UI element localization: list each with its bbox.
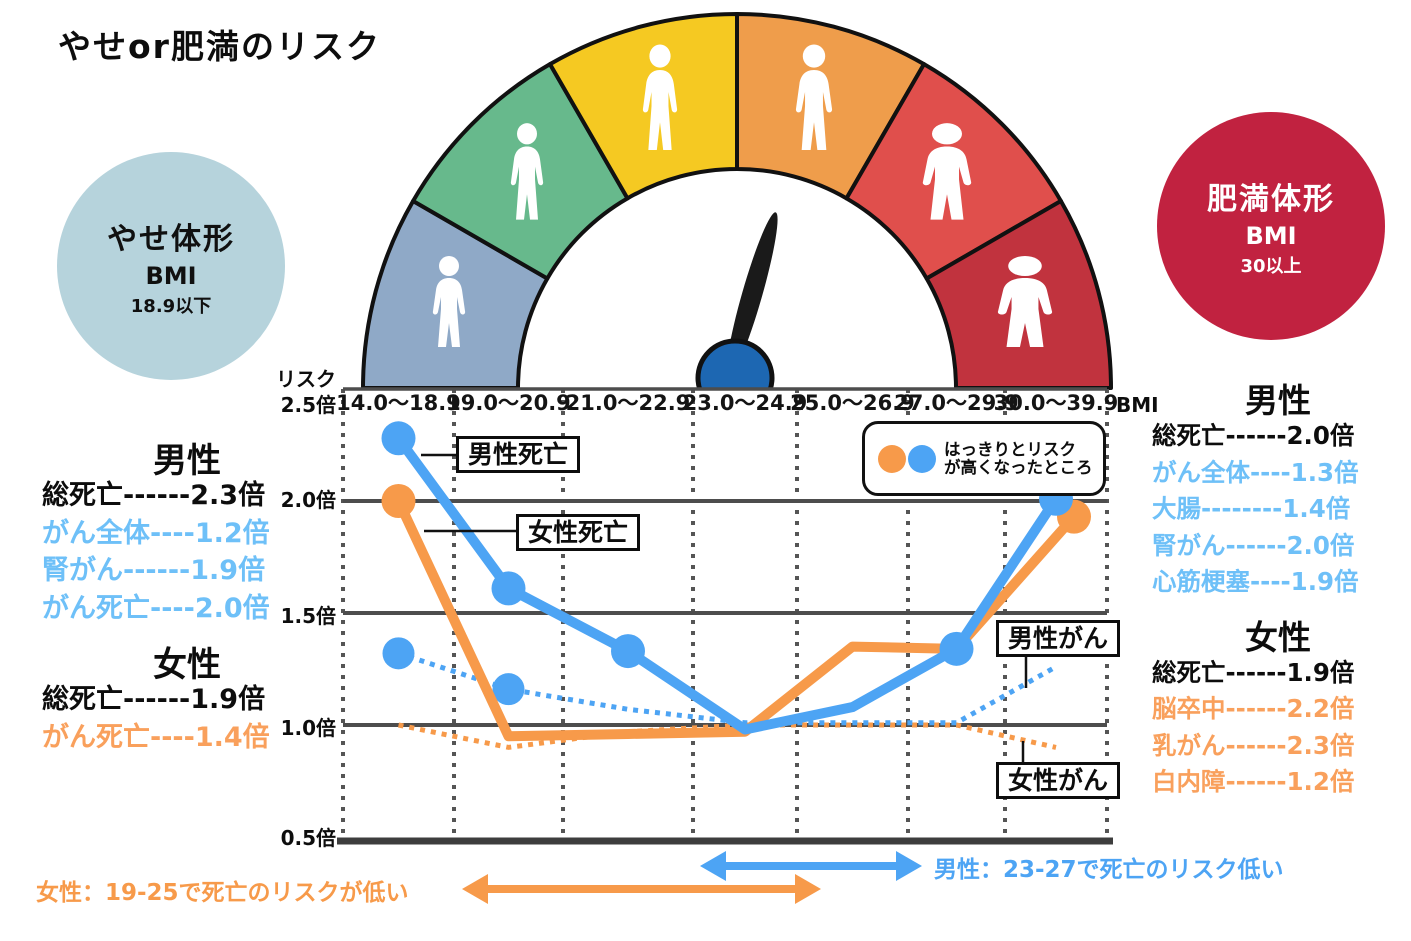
x-tick-label: 25.0〜26.9 [790, 391, 915, 415]
x-axis-labels: 14.0〜18.919.0〜20.921.0〜22.923.0〜24.925.0… [336, 391, 1118, 415]
range-arrows [462, 851, 922, 904]
y-tick-1-5: 1.5倍 [280, 604, 336, 628]
right-panel-female-header: 女性 [1245, 617, 1311, 657]
obese-circle-name: 肥満体形 [1207, 182, 1335, 217]
risk-row: 白内障------1.2倍 [1152, 767, 1355, 796]
risk-row: 脳卒中------2.2倍 [1152, 694, 1355, 723]
x-tick-label: 30.0〜39.9 [994, 391, 1119, 415]
left-panel-male-header: 男性 [153, 441, 221, 481]
female-range-arrow-right-head-icon [795, 874, 821, 904]
series-line-女性がん [398, 722, 1057, 750]
risk-row: 心筋梗塞----1.9倍 [1152, 567, 1359, 596]
left-risk-panel: 男性 総死亡------2.3倍 がん全体----1.2倍 腎がん------1… [42, 433, 332, 756]
data-point-marker [382, 637, 415, 670]
y-axis-title: リスク [276, 367, 336, 391]
right-risk-panel: 男性 総死亡------2.0倍 がん全体----1.3倍 大腸--------… [1152, 374, 1404, 801]
page-title: やせor肥満のリスク [58, 27, 381, 66]
y-tick-0-5: 0.5倍 [280, 826, 336, 850]
obese-body-circle: 肥満体形 BMI 30以上 [1157, 112, 1385, 340]
male-low-risk-annotation: 男性：23-27で死亡のリスク低い [934, 857, 1284, 883]
risk-row: 腎がん------1.9倍 [42, 555, 266, 586]
risk-row: がん全体----1.3倍 [1152, 457, 1359, 487]
label-male-death: 男性死亡 [456, 436, 581, 473]
male-range-arrow-left-head-icon [700, 851, 726, 881]
chart-legend: はっきりとリスク が高くなったところ [862, 421, 1106, 496]
data-point-marker [939, 631, 974, 666]
y-tick-1-0: 1.0倍 [280, 716, 336, 740]
female-range-arrow-left-head-icon [462, 874, 488, 904]
gauge-hub-icon [695, 338, 775, 390]
data-point-marker [381, 484, 416, 518]
male-range-arrow-right-head-icon [896, 851, 922, 881]
risk-row: 乳がん------2.3倍 [1152, 730, 1355, 760]
series-line-男性がん [397, 650, 1058, 726]
chart-series [381, 421, 1091, 750]
legend-blue-dot-icon [908, 444, 936, 473]
x-tick-label: 23.0〜24.9 [683, 391, 808, 415]
label-female-cancer: 女性がん [996, 762, 1121, 799]
y-tick-2-0: 2.0倍 [280, 488, 336, 512]
thin-circle-bmi-label: BMI [145, 262, 197, 290]
legend-orange-dot-icon [878, 444, 906, 473]
label-leader-lines [421, 453, 1028, 763]
risk-row: 総死亡------2.0倍 [1152, 421, 1355, 450]
risk-row: がん死亡----1.4倍 [42, 721, 270, 753]
risk-row: 腎がん------2.0倍 [1152, 530, 1355, 560]
data-point-marker [491, 571, 526, 606]
data-point-marker [492, 673, 525, 706]
risk-row: がん死亡----2.0倍 [42, 592, 270, 624]
thin-circle-bmi-range: 18.9以下 [130, 296, 212, 317]
female-low-risk-annotation: 女性：19-25で死亡のリスクが低い [36, 880, 409, 906]
label-female-death: 女性死亡 [516, 514, 641, 551]
left-panel-female-header: 女性 [153, 645, 221, 685]
risk-row: 大腸--------1.4倍 [1152, 494, 1351, 523]
legend-text-line2: が高くなったところ [944, 457, 1093, 477]
risk-row: 総死亡------1.9倍 [1152, 657, 1355, 687]
obese-circle-bmi-label: BMI [1245, 222, 1297, 250]
gauge-needle-icon [726, 212, 778, 378]
x-tick-label: 27.0〜29.9 [894, 391, 1019, 415]
legend-text-line1: はっきりとリスク [944, 439, 1076, 459]
thin-circle-name: やせ体形 [107, 222, 235, 257]
obese-circle-bmi-range: 30以上 [1240, 256, 1302, 277]
x-tick-label: 19.0〜20.9 [446, 391, 571, 415]
x-tick-label: 21.0〜22.9 [566, 391, 691, 415]
x-axis-title: BMI [1116, 393, 1159, 417]
bmi-gauge [361, 12, 1113, 390]
right-panel-male-header: 男性 [1245, 381, 1311, 420]
data-point-marker [381, 421, 416, 456]
thin-body-circle: やせ体形 BMI 18.9以下 [57, 152, 285, 380]
risk-row: 総死亡------2.3倍 [42, 480, 266, 511]
label-male-cancer: 男性がん [996, 620, 1121, 657]
y-tick-2-5: 2.5倍 [280, 393, 336, 417]
data-point-marker [611, 634, 645, 669]
risk-row: がん全体----1.2倍 [42, 517, 270, 549]
risk-row: 総死亡------1.9倍 [42, 684, 266, 715]
x-tick-label: 14.0〜18.9 [336, 391, 461, 415]
